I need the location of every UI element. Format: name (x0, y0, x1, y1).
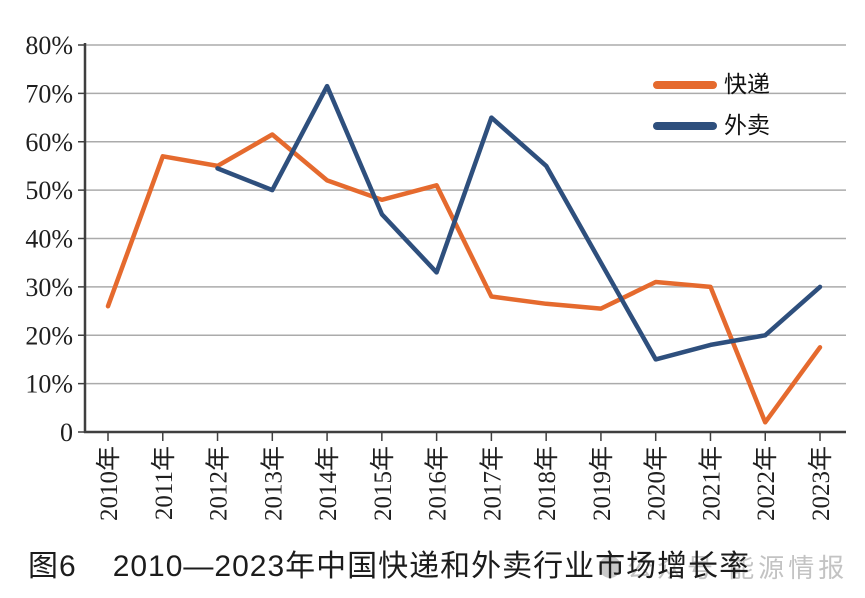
legend: 快递 外卖 (653, 64, 770, 146)
waimai-line-swatch (653, 121, 717, 130)
x-axis-label: 2016年 (424, 446, 452, 521)
legend-label-kuaidi: 快递 (724, 71, 770, 97)
watermark-text: 公众号 能源情报 (627, 553, 849, 583)
figure-caption: 图6 2010—2023年中国快递和外卖行业市场增长率 (28, 541, 750, 585)
y-axis-label: 50% (25, 176, 73, 205)
kuaidi-line-swatch (653, 80, 717, 89)
y-axis-label: 0 (60, 418, 73, 447)
series-line-waimai[interactable] (215, 83, 823, 362)
legend-item-waimai[interactable]: 外卖 (653, 105, 770, 146)
x-axis-label: 2014年 (314, 446, 342, 521)
legend-label-waimai: 外卖 (724, 112, 770, 138)
y-axis-label: 70% (25, 79, 73, 108)
series-line-kuaidi[interactable] (105, 132, 823, 425)
x-axis-label: 2015年 (369, 446, 397, 521)
y-axis-label: 60% (25, 128, 73, 157)
x-axis-label: 2017年 (478, 446, 506, 521)
x-axis-label: 2010年 (95, 446, 123, 521)
x-axis-label: 2018年 (533, 446, 561, 521)
x-axis-label: 2011年 (150, 446, 178, 520)
x-axis-label: 2022年 (752, 446, 780, 521)
figure-title: 2010—2023年中国快递和外卖行业市场增长率 (112, 550, 751, 583)
legend-item-kuaidi[interactable]: 快递 (653, 64, 770, 105)
x-axis-label: 2020年 (643, 446, 671, 521)
y-axis-label: 10% (25, 370, 73, 399)
x-axis-label: 2023年 (807, 446, 835, 521)
y-axis-label: 30% (25, 273, 73, 302)
y-axis-label: 80% (25, 31, 73, 60)
watermark-logo-icon (599, 555, 621, 578)
x-axis-label: 2012年 (205, 446, 233, 521)
y-axis-label: 40% (25, 225, 73, 254)
figure-number: 图6 (28, 550, 77, 583)
x-axis-label: 2021年 (697, 446, 725, 521)
x-axis-label: 2013年 (259, 446, 287, 521)
watermark: 公众号 能源情报 (599, 548, 848, 585)
y-axis-label: 20% (25, 321, 73, 350)
x-axis-label: 2019年 (588, 446, 616, 521)
line-chart: 0 10% 20% 30% 40% 50% 60% 70% 80% 2010年 2011年 2012年… (25, 31, 846, 521)
